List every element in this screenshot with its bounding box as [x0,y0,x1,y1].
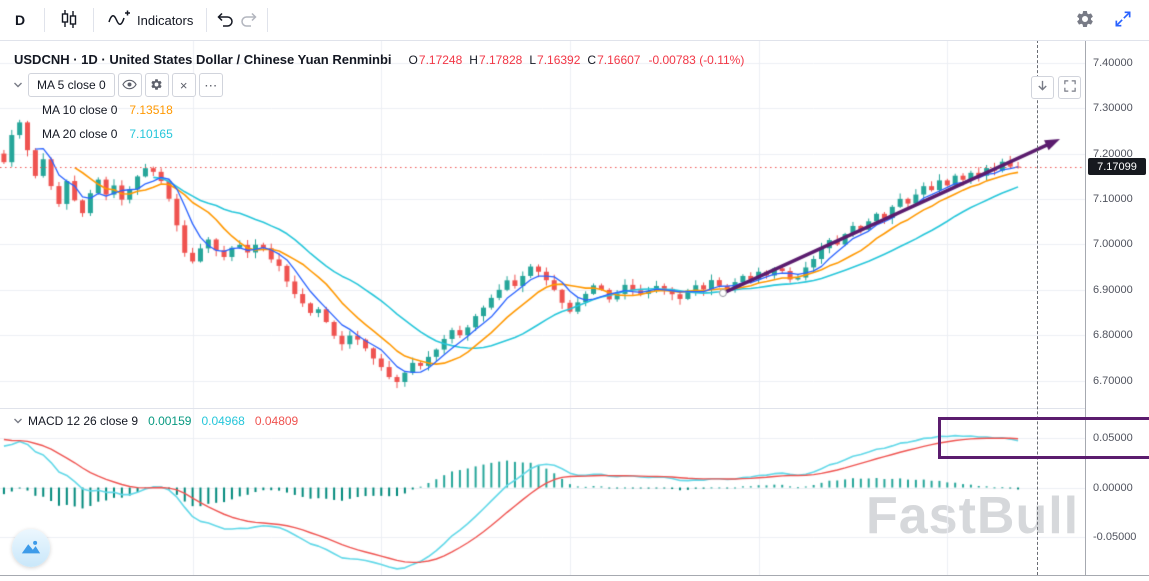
macd-chart-canvas[interactable] [0,408,1085,575]
toolbar-separator [267,8,269,32]
chevron-down-icon[interactable] [12,415,24,427]
maximize-pane-button[interactable] [1058,76,1081,99]
chart-type-button[interactable] [51,5,87,35]
price-tick-label: 6.70000 [1093,374,1133,387]
ma10-value: 7.13518 [129,103,173,117]
open-value: 7.17248 [418,53,463,67]
close-label: C [587,53,597,67]
pane-divider[interactable] [0,408,1085,409]
settings-button[interactable] [1073,7,1097,34]
indicator-row-ma5: MA 5 close 0 × ⋯ [12,73,223,97]
toolbar-separator [44,8,45,32]
price-scale[interactable]: 7.17099 7.40000 7.30000 7.20000 7.10000 7.00… [1085,40,1149,575]
interval-button[interactable]: D [8,5,38,35]
price-tick-label: 6.80000 [1093,329,1133,342]
candles-icon [58,8,80,33]
indicators-label: Indicators [137,12,194,28]
eye-icon [122,79,137,92]
indicator-remove-button[interactable]: × [171,73,196,97]
change-value: -0.00783 (-0.11%) [648,53,745,67]
toolbar-separator [93,8,94,32]
ma5-label: MA 5 close 0 [37,78,106,92]
close-icon: × [179,77,188,93]
price-tick-label: 7.20000 [1093,147,1133,160]
ma10-label: MA 10 close 0 [42,103,118,117]
indicators-icon [107,9,131,32]
macd-hist-value: 0.00159 [148,414,192,428]
indicators-button[interactable]: Indicators [100,5,200,35]
macd-line-value: 0.04968 [201,414,245,428]
indicator-row-ma10[interactable]: MA 10 close 0 7.13518 [42,103,173,117]
ohlc-values: O 7.17248 H 7.17828 L 7.16392 C 7.16607 -0.0… [402,53,745,67]
ma5-label-box[interactable]: MA 5 close 0 [28,73,115,97]
fullscreen-button[interactable] [1111,7,1135,34]
price-tick-label: 7.00000 [1093,238,1133,251]
pane-buttons [1031,76,1081,99]
close-value: 7.16607 [597,53,641,67]
indicator-row-ma20[interactable]: MA 20 close 0 7.10165 [42,127,173,141]
top-toolbar: D Indicators [0,0,1149,41]
expand-icon [1113,9,1133,32]
ellipsis-icon: ⋯ [204,77,218,93]
ma20-label: MA 20 close 0 [42,127,118,141]
macd-tick-label: 0.05000 [1093,431,1133,444]
toolbar-right-group [1073,7,1149,34]
toolbar-separator [206,8,208,32]
indicator-settings-button[interactable] [144,73,169,97]
support-widget-button[interactable] [12,529,50,567]
undo-button[interactable] [213,7,237,34]
macd-label: MACD 12 26 close 9 [28,414,139,428]
price-tick-label: 7.10000 [1093,193,1133,205]
time-axis[interactable] [0,575,1149,581]
undo-icon [215,9,235,32]
price-tick-label: 7.30000 [1093,102,1133,115]
low-value: 7.16392 [537,53,581,67]
toolbar-left-group: D Indicators [0,5,274,35]
scroll-to-realtime-button[interactable] [1031,76,1054,99]
indicator-visibility-button[interactable] [117,73,142,97]
last-price-badge: 7.17099 [1088,158,1146,176]
redo-button[interactable] [237,7,261,34]
down-arrow-icon [1036,79,1049,97]
symbol-legend: USDCNH · 1D · United States Dollar / Chi… [14,52,744,67]
macd-signal-value: 0.04809 [254,414,299,428]
open-label: O [408,53,418,67]
macd-tick-label: -0.05000 [1093,531,1137,544]
maximize-icon [1063,79,1076,97]
macd-tick-label: 0.00000 [1093,481,1133,494]
chevron-down-icon[interactable] [12,79,24,91]
price-tick-label: 6.90000 [1093,283,1133,296]
symbol-title[interactable]: USDCNH · 1D · United States Dollar / Chi… [14,52,392,67]
high-label: H [469,53,478,67]
gear-icon [150,78,163,93]
indicator-row-macd[interactable]: MACD 12 26 close 9 0.00159 0.04968 0.048… [12,414,298,428]
macd-highlight-annotation[interactable] [938,417,1149,459]
high-value: 7.17828 [478,53,523,67]
gear-icon [1075,9,1095,32]
price-chart-canvas[interactable] [0,40,1085,408]
low-label: L [529,53,537,67]
redo-icon [239,9,259,32]
projection-dashed-line [1037,40,1038,575]
price-tick-label: 7.40000 [1093,56,1133,69]
indicator-more-button[interactable]: ⋯ [198,73,223,97]
ma20-value: 7.10165 [129,127,173,141]
landscape-icon [20,536,42,561]
